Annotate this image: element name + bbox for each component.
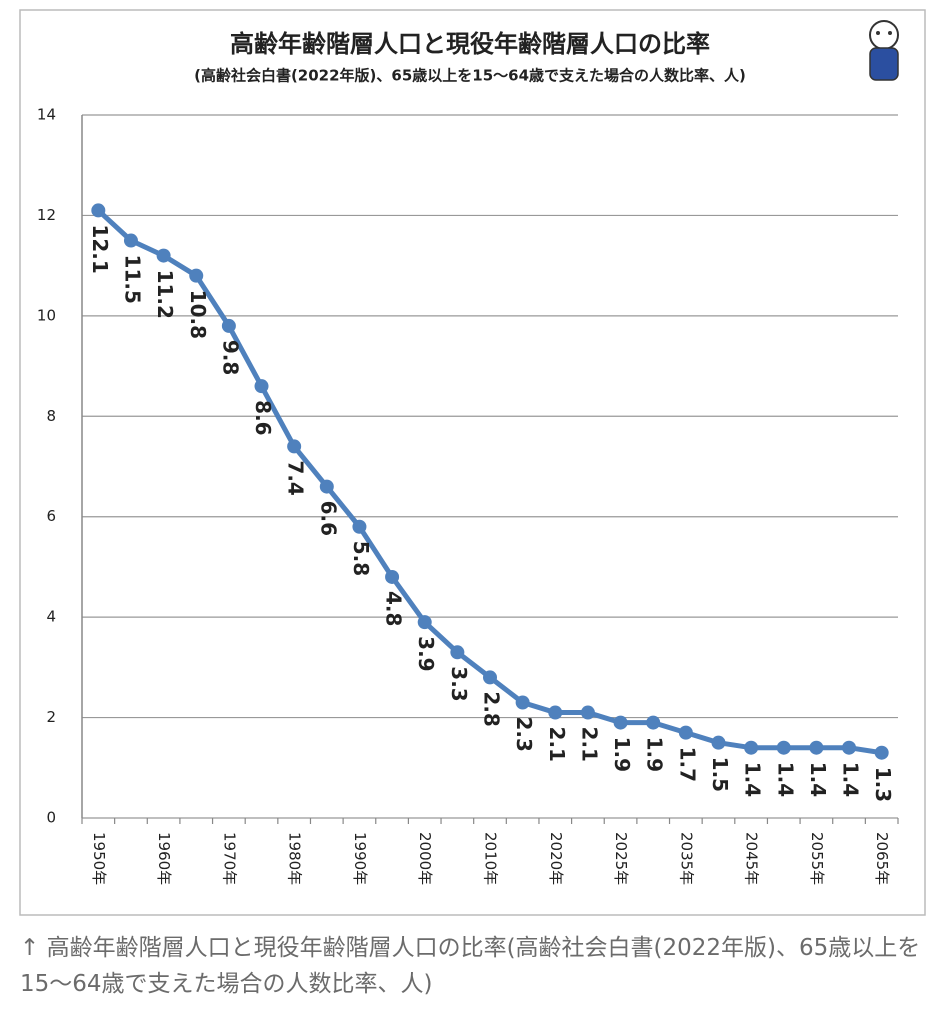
data-label: 2.3 (512, 717, 536, 752)
chart-frame (19, 9, 926, 916)
point (123, 233, 138, 248)
point (319, 479, 334, 494)
data-label: 11.2 (153, 270, 177, 319)
x-tick-label: 2045年 (743, 832, 761, 885)
data-label: 1.5 (708, 757, 732, 792)
chart-title: 高齢年齢階層人口と現役年齢階層人口の比率 (230, 30, 710, 58)
caption: ↑ 高齢年齢階層人口と現役年齢階層人口の比率(高齢社会白書(2022年版)、65… (20, 935, 921, 997)
point (287, 439, 302, 454)
x-tick-label: 1950年 (90, 832, 108, 885)
point (483, 670, 497, 685)
x-tick-label: 2025年 (612, 832, 630, 885)
x-tick-label: 2010年 (482, 832, 500, 885)
point (189, 268, 204, 283)
data-label: 1.9 (610, 737, 634, 772)
data-label: 2.1 (577, 727, 601, 762)
data-label: 6.6 (316, 501, 340, 536)
y-tick-label: 0 (46, 809, 56, 827)
data-label: 1.9 (643, 737, 667, 772)
data-label: 1.7 (675, 747, 699, 782)
point (776, 740, 791, 755)
data-label: 1.4 (839, 762, 863, 797)
x-tick-label: 1970年 (220, 832, 238, 885)
point (646, 715, 661, 730)
point (580, 705, 595, 720)
x-tick-label: 2020年 (547, 832, 565, 885)
point (744, 740, 759, 755)
point (874, 745, 889, 760)
data-label: 2.1 (545, 727, 569, 762)
point (548, 705, 563, 720)
data-label: 10.8 (186, 290, 210, 339)
x-tick-label: 1990年 (351, 832, 369, 885)
data-label: 4.8 (382, 591, 406, 626)
data-label: 1.4 (806, 762, 830, 797)
point (678, 725, 693, 740)
point (842, 740, 857, 755)
x-tick-label: 1960年 (155, 832, 173, 885)
point (711, 735, 726, 750)
y-tick-label: 4 (46, 608, 56, 626)
data-label: 5.8 (349, 541, 373, 576)
point (450, 645, 465, 660)
y-tick-label: 6 (46, 507, 56, 525)
point (417, 615, 432, 630)
y-tick-label: 8 (46, 407, 56, 425)
x-tick-label: 2000年 (416, 832, 434, 885)
data-label: 12.1 (88, 224, 112, 273)
x-tick-label: 2035年 (677, 832, 695, 885)
point (221, 318, 236, 333)
point (254, 379, 269, 394)
point (809, 740, 824, 755)
point (613, 715, 628, 730)
y-tick-label: 10 (37, 306, 56, 324)
x-tick-label: 1980年 (286, 832, 304, 885)
x-tick-label: 2065年 (873, 832, 891, 885)
point (385, 569, 400, 584)
chart: 高齢年齢階層人口と現役年齢階層人口の比率 (高齢社会白書(2022年版)、65歳… (19, 9, 926, 916)
y-tick-label: 12 (37, 206, 56, 224)
data-label: 3.3 (447, 666, 471, 701)
point (515, 695, 530, 710)
data-label: 2.8 (480, 691, 504, 726)
point (352, 519, 367, 534)
y-tick-label: 2 (46, 708, 56, 726)
point (156, 248, 171, 263)
data-label: 3.9 (414, 636, 438, 671)
mascot (869, 20, 899, 81)
data-label: 11.5 (120, 255, 144, 304)
data-label: 9.8 (218, 340, 242, 375)
chart-subtitle: (高齢社会白書(2022年版)、65歳以上を15〜64歳で支えた場合の人数比率、… (194, 67, 746, 85)
data-label: 7.4 (284, 460, 308, 495)
data-label: 1.4 (773, 762, 797, 797)
data-label: 1.3 (871, 767, 895, 802)
data-label: 1.4 (741, 762, 765, 797)
x-tick-label: 2055年 (808, 832, 826, 885)
y-tick-label: 14 (37, 106, 56, 124)
point (91, 203, 106, 218)
data-label: 8.6 (251, 400, 275, 435)
